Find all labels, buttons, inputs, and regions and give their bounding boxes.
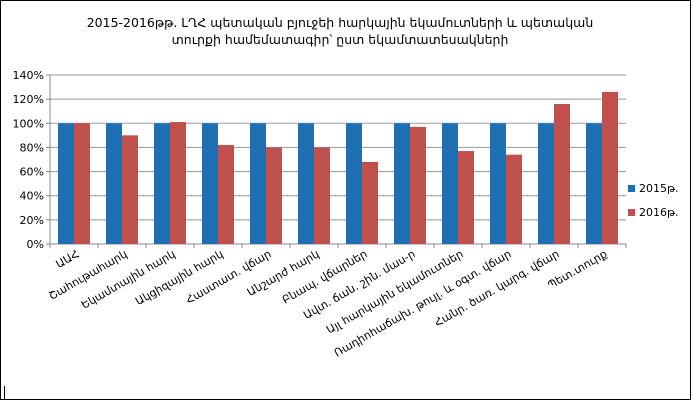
bar-series2 bbox=[218, 145, 234, 244]
chart-title: 2015-2016թթ. ԼՂՀ պետական բյուջեի հարկայի… bbox=[80, 14, 600, 48]
bar-series1 bbox=[298, 123, 314, 244]
legend-label: 2016թ. bbox=[639, 206, 679, 219]
bar-series2 bbox=[314, 147, 330, 244]
category-label: Հաստատ. վճար bbox=[184, 247, 274, 306]
bar-series1 bbox=[202, 123, 218, 244]
bar-series1 bbox=[394, 123, 410, 244]
y-tick-label: 60% bbox=[20, 166, 44, 179]
bar-series1 bbox=[250, 123, 266, 244]
bar-series1 bbox=[490, 123, 506, 244]
y-tick-label: 0% bbox=[27, 238, 44, 251]
y-axis: 0% 20% 40% 60% 80% 100% 120% 140% bbox=[13, 69, 51, 251]
bar-series1 bbox=[346, 123, 362, 244]
bar-series2 bbox=[506, 154, 522, 244]
bar-series1 bbox=[106, 123, 122, 244]
bar-series1 bbox=[154, 123, 170, 244]
bar-series1 bbox=[538, 123, 554, 244]
bar-series2 bbox=[554, 103, 570, 244]
y-tick-label: 20% bbox=[20, 214, 44, 227]
bar-series1 bbox=[442, 123, 458, 244]
chart-title-line1: 2015-2016թթ. ԼՂՀ պետական բյուջեի հարկայի… bbox=[86, 15, 594, 30]
y-tick-label: 140% bbox=[13, 69, 44, 82]
bar-series2 bbox=[410, 126, 426, 244]
bars bbox=[58, 91, 618, 245]
y-tick-label: 120% bbox=[13, 93, 44, 106]
bar-series2 bbox=[170, 122, 186, 244]
bar-series2 bbox=[266, 147, 282, 244]
bar-series2 bbox=[362, 161, 378, 244]
legend: 2015թ. 2016թ. bbox=[628, 182, 679, 219]
legend-swatch bbox=[628, 209, 635, 216]
category-label: ԱԱՀ bbox=[54, 247, 82, 271]
bar-series2 bbox=[122, 135, 138, 244]
chart-title-line2: տուրքի համեմատագիր՝ ըստ եկամտատեսակների bbox=[171, 32, 509, 47]
legend-swatch bbox=[628, 185, 635, 192]
bar-series2 bbox=[74, 123, 90, 244]
category-label: Ակցիզային հարկ bbox=[133, 247, 225, 308]
text-cursor bbox=[4, 386, 5, 400]
bar-series2 bbox=[458, 151, 474, 244]
y-tick-label: 80% bbox=[20, 141, 44, 154]
bar-series1 bbox=[58, 123, 74, 244]
bar-series2 bbox=[602, 91, 618, 245]
y-tick-label: 40% bbox=[20, 190, 44, 203]
bar-series1 bbox=[586, 123, 602, 244]
y-tick-label: 100% bbox=[13, 117, 44, 130]
legend-label: 2015թ. bbox=[639, 182, 679, 195]
